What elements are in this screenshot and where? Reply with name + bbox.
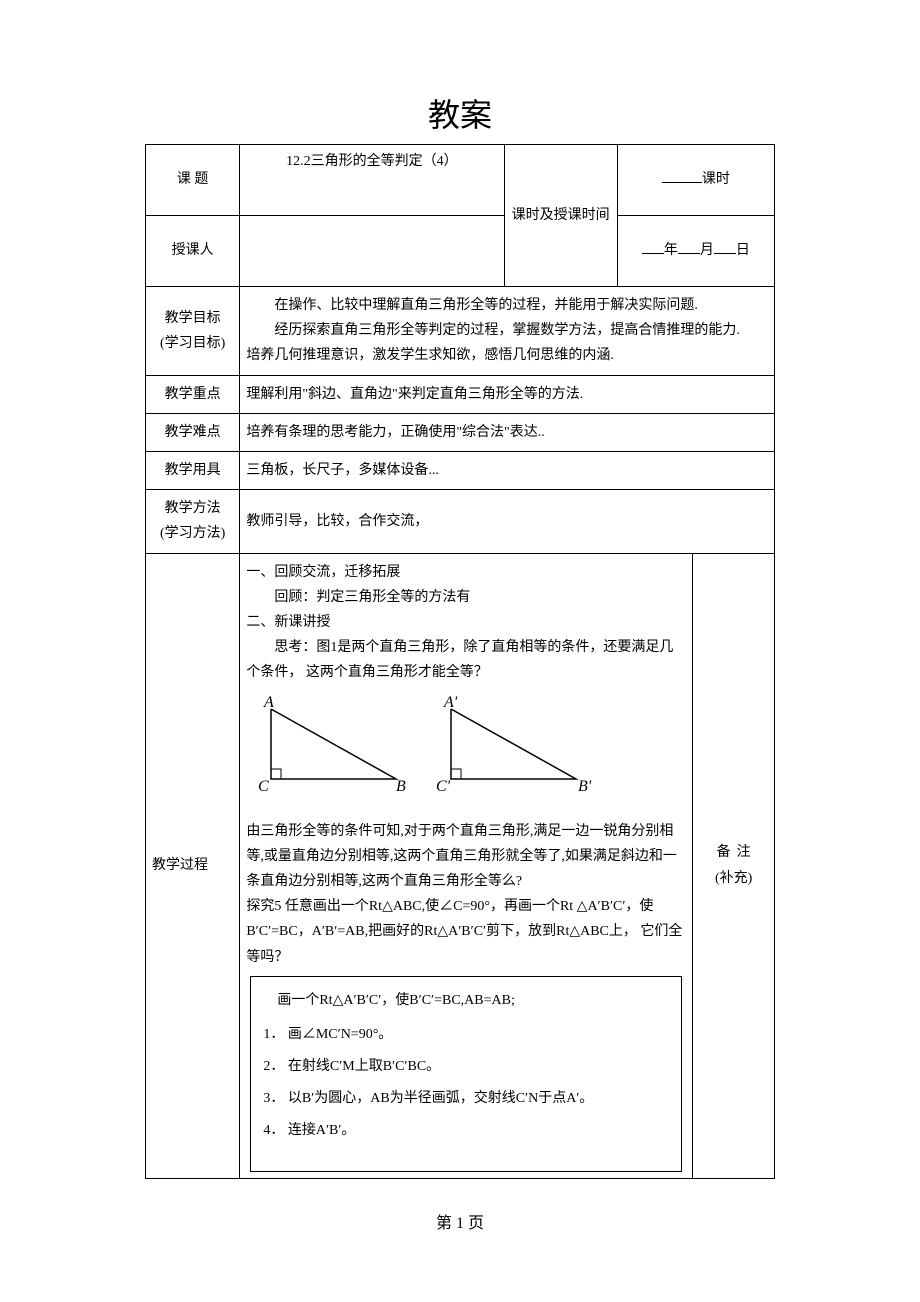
steps-head: 画一个Rt△A′B′C′，使B′C′=BC,AB=AB; [263, 987, 669, 1015]
objective-2: 经历探索直角三角形全等判定的过程，掌握数学方法，提高合情推理的能力. [246, 318, 768, 343]
notes-label: 备注(补充) [715, 845, 752, 885]
value-tools: 三角板，长尺子，多媒体设备... [240, 451, 775, 489]
vertex-C: C [258, 778, 269, 795]
right-angle-mark-1 [271, 769, 281, 779]
vertex-Cp: C' [436, 778, 451, 795]
label-year: 年 [664, 243, 678, 258]
value-topic: 12.2三角形的全等判定（4） [240, 145, 504, 216]
step-4: 4． 连接A′B′。 [263, 1117, 669, 1145]
suffix-hours: 课时 [702, 172, 730, 187]
think-text: 思考：图1是两个直角三角形，除了直角相等的条件，还要满足几个条件， 这两个直角三… [246, 635, 686, 685]
label-objectives: 教学目标 (学习目标) [146, 287, 240, 376]
value-notes: 备注(补充) [693, 553, 775, 1178]
label-teacher: 授课人 [146, 216, 240, 287]
sec2-title: 二、新课讲授 [246, 610, 686, 635]
objective-3: 培养几何推理意识，激发学生求知欲，感悟几何思维的内涵. [246, 343, 768, 368]
sec1-body: 回顾：判定三角形全等的方法有 [246, 585, 686, 610]
lesson-plan-table: 课 题 12.2三角形的全等判定（4） 课时及授课时间 课时 授课人 年 月 日 教… [145, 144, 775, 1179]
vertex-Bp: B' [578, 778, 592, 795]
label-topic: 课 题 [146, 145, 240, 216]
step-3: 3． 以B′为圆心，AB为半径画弧，交射线C′N于点A′。 [263, 1085, 669, 1113]
page-footer: 第 1 页 [145, 1209, 775, 1233]
value-difficulty: 培养有条理的思考能力，正确使用"综合法"表达.. [240, 413, 775, 451]
objective-1: 在操作、比较中理解直角三角形全等的过程，并能用于解决实际问题. [246, 293, 768, 318]
label-method: 教学方法 (学习方法) [146, 490, 240, 553]
blank-month [678, 239, 700, 254]
value-keypoint: 理解利用"斜边、直角边"来判定直角三角形全等的方法. [240, 375, 775, 413]
label-tools: 教学用具 [146, 451, 240, 489]
step-1: 1． 画∠MC′N=90°。 [263, 1021, 669, 1049]
label-process: 教学过程 [146, 553, 240, 1178]
blank-year [642, 239, 664, 254]
page: 教案 课 题 12.2三角形的全等判定（4） 课时及授课时间 课时 授课人 年 月… [0, 0, 920, 1263]
triangles-svg: A C B A' C' B' [246, 691, 606, 801]
value-date: 年月日 [617, 216, 774, 287]
steps-list: 1． 画∠MC′N=90°。 2． 在射线C′M上取B′C′BC。 3． 以B′… [263, 1021, 669, 1145]
triangle-figure: A C B A' C' B' [246, 691, 686, 810]
blank-hours [662, 168, 702, 183]
label-keypoint: 教学重点 [146, 375, 240, 413]
vertex-Ap: A' [443, 694, 458, 711]
blank-day [714, 239, 736, 254]
value-period-hours: 课时 [617, 145, 774, 216]
sec1-title: 一、回顾交流，迁移拓展 [246, 560, 686, 585]
triangle-abc [271, 709, 396, 779]
step-2: 2． 在射线C′M上取B′C′BC。 [263, 1053, 669, 1081]
label-difficulty: 教学难点 [146, 413, 240, 451]
label-month: 月 [700, 243, 714, 258]
value-objectives: 在操作、比较中理解直角三角形全等的过程，并能用于解决实际问题. 经历探索直角三角… [240, 287, 775, 376]
value-teacher [240, 216, 504, 287]
doc-title: 教案 [145, 90, 775, 136]
label-period-text: 课时及授课时间 [512, 208, 610, 223]
right-angle-mark-2 [451, 769, 461, 779]
triangle-apbpcp [451, 709, 576, 779]
vertex-A: A [263, 694, 274, 711]
value-process: 一、回顾交流，迁移拓展 回顾：判定三角形全等的方法有 二、新课讲授 思考：图1是… [240, 553, 693, 1178]
label-period: 课时及授课时间 [504, 145, 617, 287]
para-conditions: 由三角形全等的条件可知,对于两个直角三角形,满足一边一锐角分别相等,或量直角边分… [246, 819, 686, 895]
steps-box: 画一个Rt△A′B′C′，使B′C′=BC,AB=AB; 1． 画∠MC′N=9… [250, 976, 682, 1172]
value-method: 教师引导，比较，合作交流， [240, 490, 775, 553]
label-day: 日 [736, 243, 750, 258]
vertex-B: B [396, 778, 406, 795]
para-explore: 探究5 任意画出一个Rt△ABC,使∠C=90°，再画一个Rt △A′B′C′，… [246, 894, 686, 970]
